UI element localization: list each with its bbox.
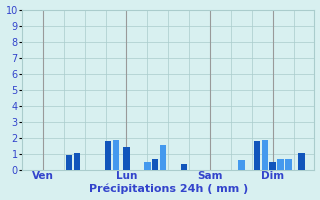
Bar [105, 141, 111, 170]
Bar [152, 159, 158, 170]
Bar [298, 153, 305, 170]
Bar [144, 162, 151, 170]
Bar [113, 140, 119, 170]
Bar [160, 145, 166, 170]
Bar [285, 159, 292, 170]
Bar [269, 162, 276, 170]
Bar [254, 141, 260, 170]
Bar [180, 164, 187, 170]
Bar [238, 160, 244, 170]
Bar [261, 140, 268, 170]
Bar [123, 147, 130, 170]
Bar [74, 153, 80, 170]
X-axis label: Précipitations 24h ( mm ): Précipitations 24h ( mm ) [89, 184, 248, 194]
Bar [66, 155, 72, 170]
Bar [277, 159, 284, 170]
